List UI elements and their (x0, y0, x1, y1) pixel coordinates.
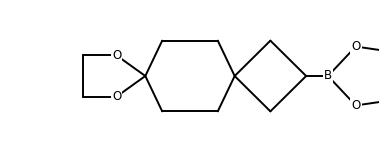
Text: O: O (112, 90, 121, 103)
Text: O: O (112, 49, 121, 62)
Text: O: O (351, 40, 360, 53)
Text: B: B (324, 69, 332, 83)
Text: O: O (351, 99, 360, 112)
